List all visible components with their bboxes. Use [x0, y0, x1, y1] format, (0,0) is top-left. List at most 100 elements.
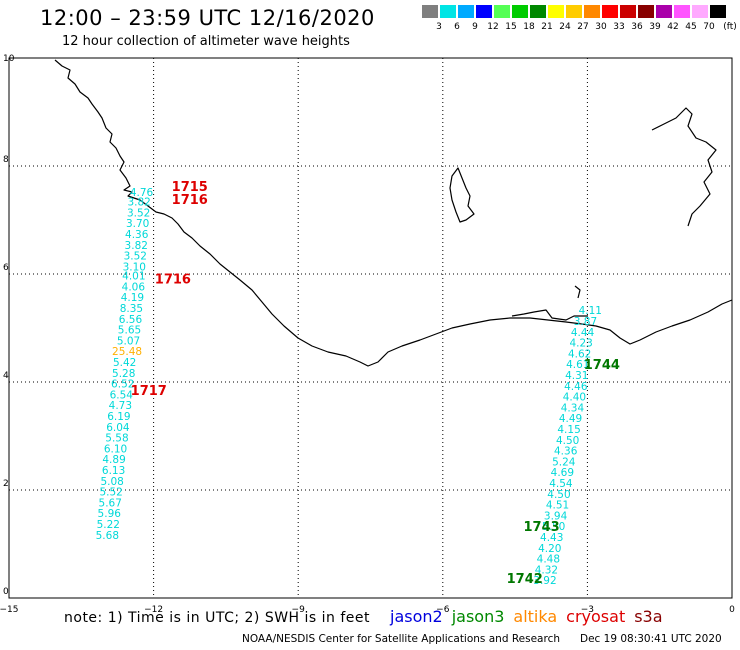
- swh-value: 4.62: [568, 348, 591, 360]
- legend-label: 33: [613, 22, 625, 32]
- satellite-name: s3a: [634, 607, 663, 626]
- legend-swatch: [440, 5, 456, 18]
- swh-value: 4.69: [551, 467, 574, 479]
- coastline: [54, 59, 733, 367]
- swh-value: 4.32: [535, 564, 558, 576]
- swh-value: 5.24: [552, 456, 576, 468]
- swh-value: 4.34: [561, 402, 585, 414]
- timestamp-text: Dec 19 08:30:41 UTC 2020: [580, 633, 722, 645]
- credit-text: NOAA/NESDIS Center for Satellite Applica…: [242, 633, 560, 645]
- map-title: 12:00 – 23:59 UTC 12/16/2020: [40, 6, 375, 30]
- legend-swatch: [656, 5, 672, 18]
- coastline-west-africa: [54, 59, 733, 367]
- swh-value: 4.54: [549, 478, 573, 490]
- time-label: 1717: [131, 384, 167, 399]
- legend-label: 15: [505, 22, 517, 32]
- swh-value: 5.68: [96, 530, 119, 542]
- swh-value: 4.49: [559, 413, 582, 425]
- swh-value: 5.52: [99, 487, 122, 499]
- coastline-small-lake: [574, 285, 581, 299]
- swh-value: 4.48: [537, 554, 560, 566]
- swh-value: 6.52: [111, 379, 134, 391]
- lon-tick-label: 0: [729, 605, 735, 615]
- swh-value: 8.35: [120, 303, 143, 315]
- swh-value: 3.52: [127, 207, 150, 219]
- swh-value: 3.52: [124, 251, 147, 263]
- swh-value: 5.96: [98, 508, 122, 520]
- swh-value: 4.76: [130, 187, 154, 199]
- coastline-lagoon: [511, 309, 588, 321]
- altimeter-tracks: 4.763.823.523.704.363.823.523.104.014.06…: [96, 180, 620, 587]
- swh-value: 5.08: [100, 476, 123, 488]
- swh-value: 5.07: [117, 335, 140, 347]
- legend-label: 9: [472, 22, 478, 32]
- time-label: 1744: [584, 358, 620, 373]
- satellite-name: jason3: [451, 607, 505, 626]
- swh-value: 4.15: [557, 424, 580, 436]
- swh-value: 4.73: [109, 400, 132, 412]
- legend-swatch: [548, 5, 564, 18]
- lat-tick-label: 0: [3, 587, 9, 597]
- swh-value: 5.28: [112, 368, 135, 380]
- legend-swatch: [638, 5, 654, 18]
- swh-value: 4.40: [563, 392, 586, 404]
- swh-value: 4.06: [122, 281, 146, 293]
- time-label: 1716: [155, 272, 191, 287]
- lat-tick-label: 4: [3, 371, 9, 381]
- swh-value: 5.22: [97, 519, 120, 531]
- swh-value: 4.20: [538, 543, 561, 555]
- swh-value: 4.61: [566, 359, 589, 371]
- lon-tick-label: −6: [436, 605, 450, 615]
- satellite-name: jason2: [390, 607, 443, 626]
- swh-value: 6.04: [106, 422, 130, 434]
- coastline-northeast-lake: [651, 107, 717, 227]
- legend-swatch: [458, 5, 474, 18]
- swh-value: 4.31: [565, 370, 588, 382]
- legend-label: 12: [487, 22, 499, 32]
- legend-label: 42: [667, 22, 679, 32]
- legend-swatch: [692, 5, 708, 18]
- swh-value: 4.50: [556, 435, 579, 447]
- swh-value: 4.11: [579, 305, 602, 317]
- swh-value: 4.51: [546, 500, 569, 512]
- lon-tick-label: −3: [581, 605, 594, 615]
- swh-value: 4.50: [547, 489, 570, 501]
- lat-tick-label: 10: [3, 54, 15, 64]
- swh-value: 3.94: [544, 510, 568, 522]
- swh-value: 4.89: [102, 454, 125, 466]
- legend-label: 18: [523, 22, 535, 32]
- map-frame: [8, 57, 733, 599]
- legend-swatch: [494, 5, 510, 18]
- swh-value: 5.67: [99, 497, 122, 509]
- satellite-legend: jason2 jason3 altika cryosat s3a: [390, 607, 672, 626]
- swh-value: 3.87: [574, 316, 597, 328]
- time-label: 1743: [524, 520, 560, 535]
- swh-value: 4.01: [122, 271, 145, 283]
- lat-tick-label: 2: [3, 479, 9, 489]
- swh-value: 4.44: [571, 327, 595, 339]
- lon-tick-label: −15: [0, 605, 19, 615]
- swh-value: 6.19: [107, 411, 130, 423]
- swh-value: 4.43: [540, 532, 563, 544]
- footer-note: note: 1) Time is in UTC; 2) SWH is in fe…: [64, 610, 371, 626]
- lon-tick-label: −12: [144, 605, 163, 615]
- time-label: 1716: [172, 193, 208, 208]
- legend-label: 21: [541, 22, 553, 32]
- swh-value: 3.92: [533, 575, 556, 587]
- swh-value: 6.10: [104, 443, 127, 455]
- swh-value: 6.56: [119, 314, 143, 326]
- lat-tick-label: 8: [3, 155, 9, 165]
- swh-value: 25.48: [112, 346, 142, 358]
- legend-swatch: [422, 5, 438, 18]
- time-label: 1715: [172, 180, 208, 195]
- legend-label: 24: [559, 22, 571, 32]
- legend-label: 3: [436, 22, 442, 32]
- legend-swatch: [584, 5, 600, 18]
- swh-value: 6.54: [110, 389, 134, 401]
- legend-swatch: [566, 5, 582, 18]
- legend-swatch: [476, 5, 492, 18]
- swh-value: 4.19: [121, 292, 144, 304]
- legend-label: 39: [649, 22, 661, 32]
- legend-label: 27: [577, 22, 589, 32]
